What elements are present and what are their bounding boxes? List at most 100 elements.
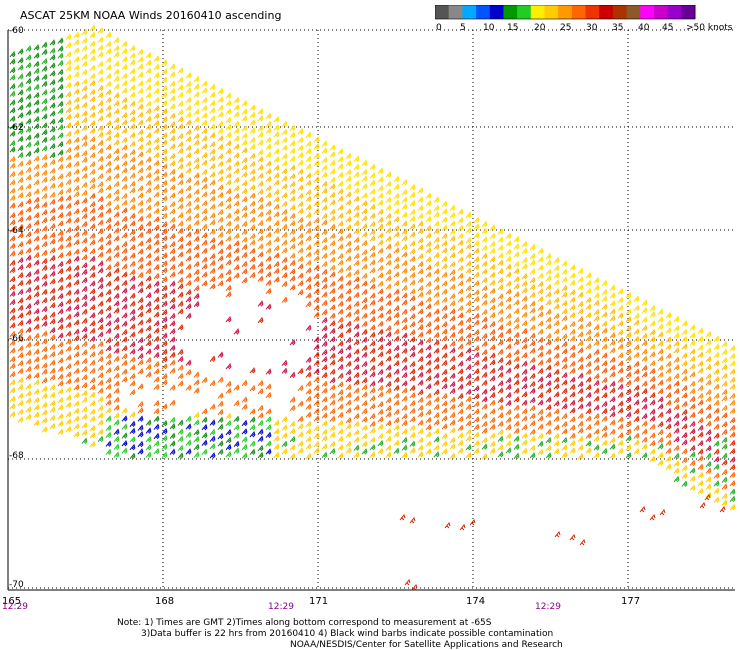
wind-barb [441,343,448,350]
wind-barb [657,411,664,418]
wind-barb [257,428,264,435]
wind-barb [329,320,336,327]
wind-barb [425,440,432,447]
wind-barb [25,334,32,341]
wind-barb [225,172,232,179]
wind-barb [641,339,648,347]
wind-barb [649,513,656,521]
wind-barb [273,276,280,283]
wind-barb [545,452,552,459]
wind-barb [393,319,400,326]
wind-barb [49,287,56,294]
wind-barb [9,194,16,201]
wind-barb [57,323,64,330]
wind-barb [321,387,328,394]
wind-barb [417,339,424,346]
wind-barb [233,215,240,222]
wind-barb [433,299,440,306]
wind-barb [209,403,216,410]
wind-barb [409,336,416,343]
wind-barb [249,431,256,438]
wind-barb [33,363,40,370]
wind-barb [265,160,272,167]
wind-barb [129,156,136,163]
wind-barb [233,255,240,262]
wind-barb [145,443,152,451]
wind-barb [225,451,232,458]
wind-barb [433,451,440,458]
wind-barb [225,164,232,171]
wind-barb [369,356,376,363]
wind-barb [345,208,352,215]
wind-barb [73,248,80,255]
wind-barb [65,51,72,58]
wind-barb [657,379,664,386]
wind-barb [705,420,712,427]
wind-barb [457,415,464,423]
wind-barb [249,160,256,168]
wind-barb [153,224,160,231]
wind-barb [153,367,160,375]
wind-barb [321,147,328,154]
wind-barb [617,367,624,374]
wind-barb [489,416,496,424]
wind-barb [433,339,440,346]
wind-barb [241,179,248,187]
wind-barb [41,273,48,280]
wind-barb [281,264,288,271]
wind-barb [537,367,544,375]
wind-barb [385,268,392,276]
wind-barb [449,315,456,322]
wind-barb [313,239,320,246]
wind-barb [505,343,512,350]
wind-barb [521,327,528,335]
wind-barb [569,288,576,296]
wind-barb [33,332,40,339]
wind-barb [273,252,280,259]
wind-barb [25,238,32,245]
wind-barb [137,167,144,174]
wind-barb [89,232,96,239]
wind-barb [521,375,528,383]
wind-barb [25,230,32,238]
wind-barb [41,376,48,384]
wind-barb [153,399,160,407]
wind-barb [417,227,424,235]
wind-barb [404,578,411,586]
wind-barb [425,392,432,399]
wind-barb [513,396,520,403]
wind-barb [353,339,360,346]
wind-barb [673,380,680,387]
wind-barb [705,331,712,338]
wind-barb [673,332,680,339]
wind-barb [329,168,336,175]
wind-barb [657,436,664,444]
wind-barb [569,351,576,359]
wind-barb [497,404,504,411]
wind-barb [553,447,560,455]
wind-barb [25,326,32,333]
wind-barb [305,220,312,227]
wind-barb [89,104,96,111]
wind-barb [33,188,40,195]
wind-barb [393,311,400,319]
longitude-label: 171 [309,596,329,607]
wind-barb [401,203,408,210]
wind-barb [585,391,592,399]
wind-barb [321,404,328,412]
wind-barb [177,179,184,186]
wind-barb [497,420,504,427]
wind-barb [513,420,520,427]
wind-barb [225,123,232,131]
wind-barb [673,356,680,363]
wind-barb [513,387,520,394]
wind-barb [569,439,576,447]
wind-barb [521,336,528,344]
wind-barb [25,341,32,348]
wind-barb [697,367,704,374]
wind-barb [73,238,80,246]
wind-barb [9,90,16,97]
wind-barb [233,208,240,215]
wind-barb [657,331,664,338]
wind-barb [721,348,728,356]
